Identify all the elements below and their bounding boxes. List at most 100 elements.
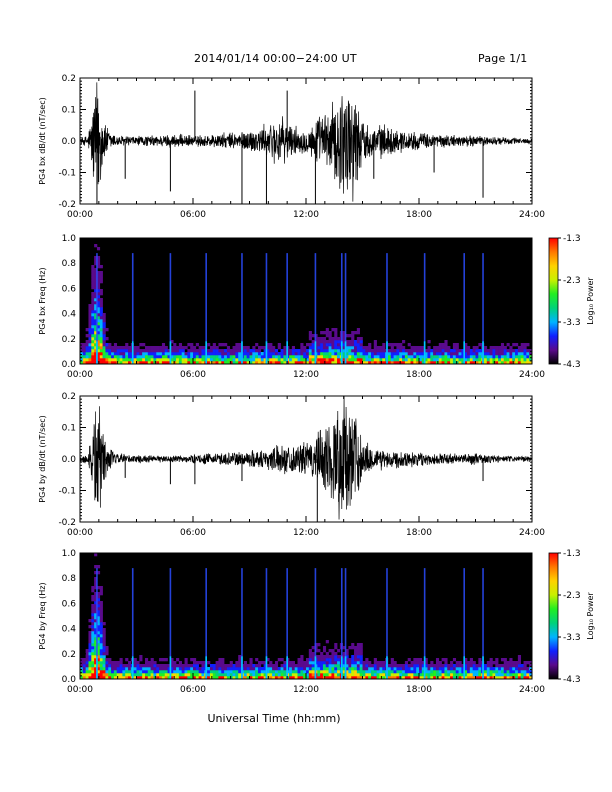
heatmap-cell [164,673,168,677]
heatmap-cell [147,358,151,362]
panel-1-series-line [80,82,532,202]
heatmap-cell [467,352,471,356]
heatmap-cell [91,673,95,677]
heatmap-cell [334,643,338,647]
heatmap-cell [218,661,222,665]
heatmap-cell [311,346,315,350]
heatmap-cell [390,673,394,677]
heatmap-cell [294,670,298,674]
heatmap-cell [272,361,276,365]
heatmap-cell [128,676,132,680]
heatmap-cell [150,658,154,662]
y-tick-label: 0.1 [62,424,76,434]
heatmap-cell [306,658,310,662]
heatmap-cell [139,349,143,353]
heatmap-cell [509,676,513,680]
x-tick-label: 24:00 [519,528,545,538]
heatmap-cell [469,667,473,671]
heatmap-cell [226,664,231,668]
heatmap-cell [195,670,199,674]
heatmap-cell [320,670,324,674]
heatmap-cell [198,673,202,677]
heatmap-cell [289,349,293,353]
heatmap-cell [356,346,360,350]
heatmap-cell [294,355,298,359]
heatmap-cell [435,349,440,353]
heatmap-cell [102,646,106,650]
heatmap-cell [116,358,120,362]
heatmap-cell [249,658,253,662]
y-tick-label: 0.2 [62,335,76,345]
heatmap-cell [509,667,513,671]
heatmap-cell [88,313,92,317]
heatmap-cell [80,361,84,365]
heatmap-cell [300,664,304,668]
heatmap-cell [201,664,205,668]
heatmap-cell [170,658,174,662]
heatmap-cell [475,676,479,680]
heatmap-cell [96,340,101,344]
heatmap-cell [529,670,533,674]
heatmap-cell [96,277,101,281]
heatmap-cell [390,664,394,668]
heatmap-cell [122,664,126,668]
heatmap-cell [311,646,315,650]
heatmap-cell [407,676,411,680]
heatmap-cell [136,670,140,674]
heatmap-cell [218,676,222,680]
heatmap-cell [144,658,149,662]
heatmap-cell [322,658,327,662]
heatmap-cell [396,355,400,359]
heatmap-cell [96,661,101,665]
heatmap-cell [517,358,522,362]
heatmap-cell [99,670,103,674]
heatmap-cell [133,358,137,362]
heatmap-cell [438,673,442,677]
heatmap-cell [515,673,519,677]
heatmap-cell [88,646,92,650]
vertical-streak [286,253,288,364]
heatmap-cell [486,664,490,668]
heatmap-cell [88,340,92,344]
heatmap-cell [455,349,459,353]
heatmap-cell [483,358,488,362]
heatmap-cell [424,352,428,356]
heatmap-cell [483,352,488,356]
heatmap-cell [515,667,519,671]
heatmap-cell [306,661,310,665]
heatmap-cell [467,673,471,677]
heatmap-cell [328,658,332,662]
heatmap-cell [235,361,239,365]
heatmap-cell [102,631,106,635]
heatmap-cell [99,661,103,665]
heatmap-cell [119,361,123,365]
heatmap-cell [322,349,327,353]
heatmap-cell [328,355,332,359]
x-tick-label: 00:00 [67,685,93,695]
heatmap-cell [96,595,101,599]
heatmap-cell [356,355,360,359]
heatmap-cell [311,676,315,680]
heatmap-cell [478,664,482,668]
x-tick-label: 00:00 [67,370,93,380]
heatmap-cell [441,355,445,359]
vertical-streak [131,253,134,364]
heatmap-cell [399,664,403,668]
heatmap-cell [105,328,109,332]
heatmap-cell [362,346,366,350]
heatmap-cell [438,661,442,665]
heatmap-cell [144,358,149,362]
heatmap-cell [435,658,440,662]
heatmap-cell [128,358,132,362]
heatmap-cell [331,652,335,656]
heatmap-cell [96,298,101,302]
heatmap-cell [142,358,146,362]
heatmap-cell [300,667,304,671]
heatmap-cell [147,352,151,356]
heatmap-cell [238,658,242,662]
heatmap-cell [173,667,177,671]
heatmap-cell [184,661,188,665]
heatmap-cell [317,676,321,680]
heatmap-cell [96,307,101,311]
heatmap-cell [105,361,109,365]
